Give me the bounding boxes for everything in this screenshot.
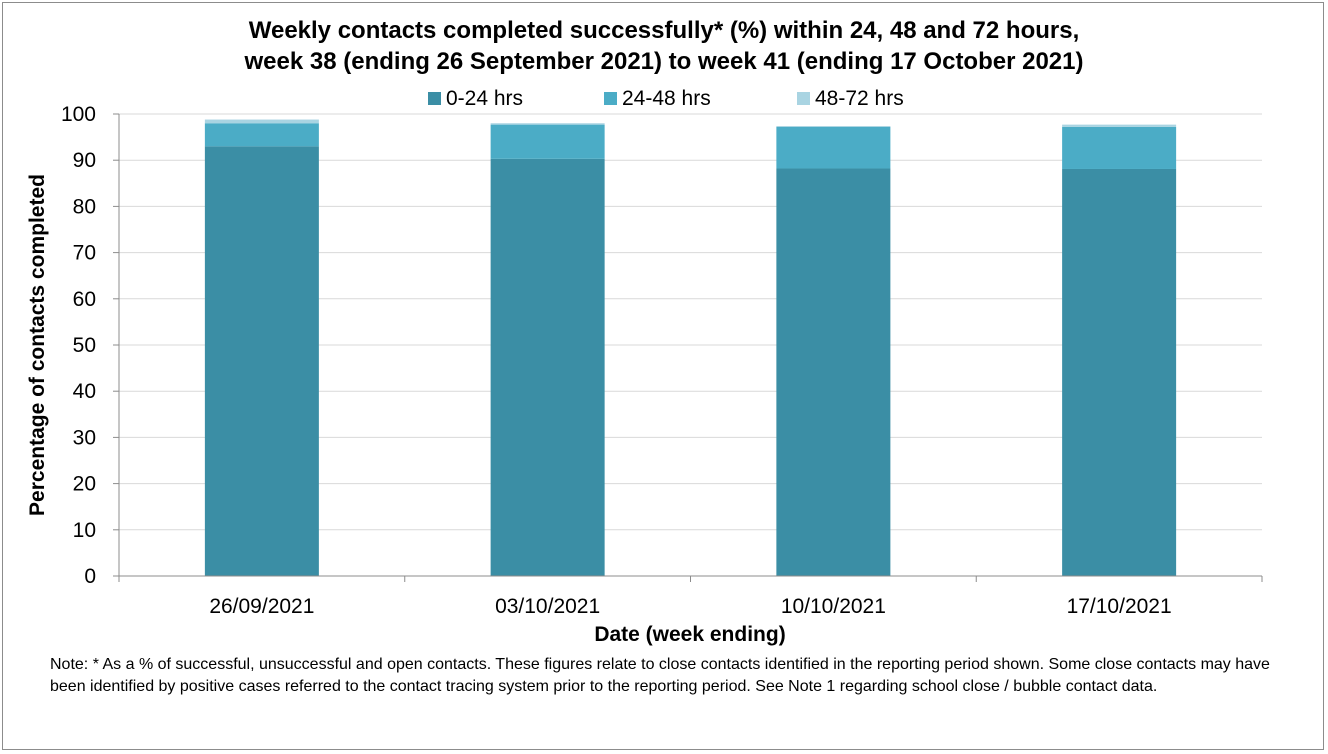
chart-title-line1: Weekly contacts completed successfully* … — [248, 17, 1080, 44]
chart-title-line2: week 38 (ending 26 September 2021) to we… — [244, 48, 1084, 75]
bar-24-48-hrs-26-09-2021 — [204, 123, 319, 147]
y-tick-label: 0 — [84, 565, 96, 588]
axes — [118, 114, 1263, 582]
bar-0-24-hrs-03-10-2021 — [490, 158, 605, 576]
bar-48-72-hrs-26-09-2021 — [204, 119, 319, 124]
footnote: Note: * As a % of successful, unsuccessf… — [50, 656, 1270, 695]
y-tick-label: 90 — [73, 149, 96, 172]
y-tick-label: 60 — [73, 288, 96, 311]
bar-0-24-hrs-10-10-2021 — [776, 168, 891, 577]
legend: 0-24 hrs 24-48 hrs 48-72 hrs — [0, 86, 1328, 112]
bar-0-24-hrs-17-10-2021 — [1062, 168, 1177, 576]
legend-label-0-24: 0-24 hrs — [446, 87, 524, 110]
x-tick-label: 26/09/2021 — [209, 595, 314, 618]
legend-label-24-48: 24-48 hrs — [622, 87, 711, 110]
bar-48-72-hrs-03-10-2021 — [490, 123, 605, 125]
y-tick-label: 100 — [61, 103, 96, 126]
legend-label-48-72: 48-72 hrs — [815, 87, 904, 110]
bar-24-48-hrs-10-10-2021 — [776, 126, 891, 169]
legend-swatch-48-72 — [797, 92, 810, 105]
y-tick-label: 20 — [73, 473, 96, 496]
x-tick-labels: 26/09/2021 03/10/2021 10/10/2021 17/10/2021 — [209, 595, 1171, 618]
y-tick-label: 80 — [73, 195, 96, 218]
bar-48-72-hrs-10-10-2021 — [776, 126, 891, 127]
y-tick-label: 40 — [73, 380, 96, 403]
bar-48-72-hrs-17-10-2021 — [1062, 124, 1177, 127]
legend-item-0-24: 0-24 hrs — [428, 86, 523, 112]
bar-24-48-hrs-03-10-2021 — [490, 124, 605, 159]
bars — [204, 119, 1177, 577]
x-tick-label: 10/10/2021 — [781, 595, 886, 618]
x-tick-label: 03/10/2021 — [495, 595, 600, 618]
y-tick-label: 70 — [73, 242, 96, 265]
y-axis-title: Percentage of contacts completed — [26, 174, 49, 516]
bar-0-24-hrs-26-09-2021 — [204, 146, 319, 576]
y-tick-label: 10 — [73, 519, 96, 542]
y-tick-label: 50 — [73, 334, 96, 357]
y-tick-label: 30 — [73, 426, 96, 449]
bar-24-48-hrs-17-10-2021 — [1062, 126, 1177, 169]
legend-swatch-0-24 — [428, 92, 441, 105]
x-tick-label: 17/10/2021 — [1067, 595, 1172, 618]
x-axis-title: Date (week ending) — [594, 623, 785, 646]
legend-item-24-48: 24-48 hrs — [604, 86, 711, 112]
legend-item-48-72: 48-72 hrs — [797, 86, 904, 112]
legend-swatch-24-48 — [604, 92, 617, 105]
y-tick-labels: 0 10 20 30 40 50 60 70 80 90 100 — [61, 103, 119, 588]
